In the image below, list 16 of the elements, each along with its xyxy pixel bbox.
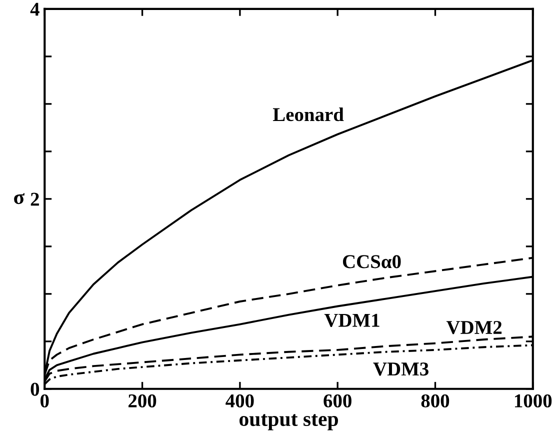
y-tick-label: 4 <box>30 2 40 16</box>
x-tick-label: 200 <box>128 394 156 408</box>
x-tick-label: 400 <box>226 394 254 408</box>
x-tick-label: 600 <box>324 394 352 408</box>
series-label: VDM3 <box>373 362 428 376</box>
x-tick-label: 800 <box>421 394 450 408</box>
series-label: Leonard <box>272 107 344 122</box>
y-tick-label: 2 <box>30 192 39 206</box>
y-axis-title: σ <box>14 193 24 204</box>
x-axis-title: output step <box>239 414 338 430</box>
x-tick-label: 0 <box>40 394 49 408</box>
y-tick-label: 0 <box>30 382 40 396</box>
x-tick-label: 1000 <box>515 394 552 408</box>
series-label: VDM2 <box>446 320 502 334</box>
series-label: CCSα0 <box>342 255 401 268</box>
series-label: VDM1 <box>324 314 380 327</box>
